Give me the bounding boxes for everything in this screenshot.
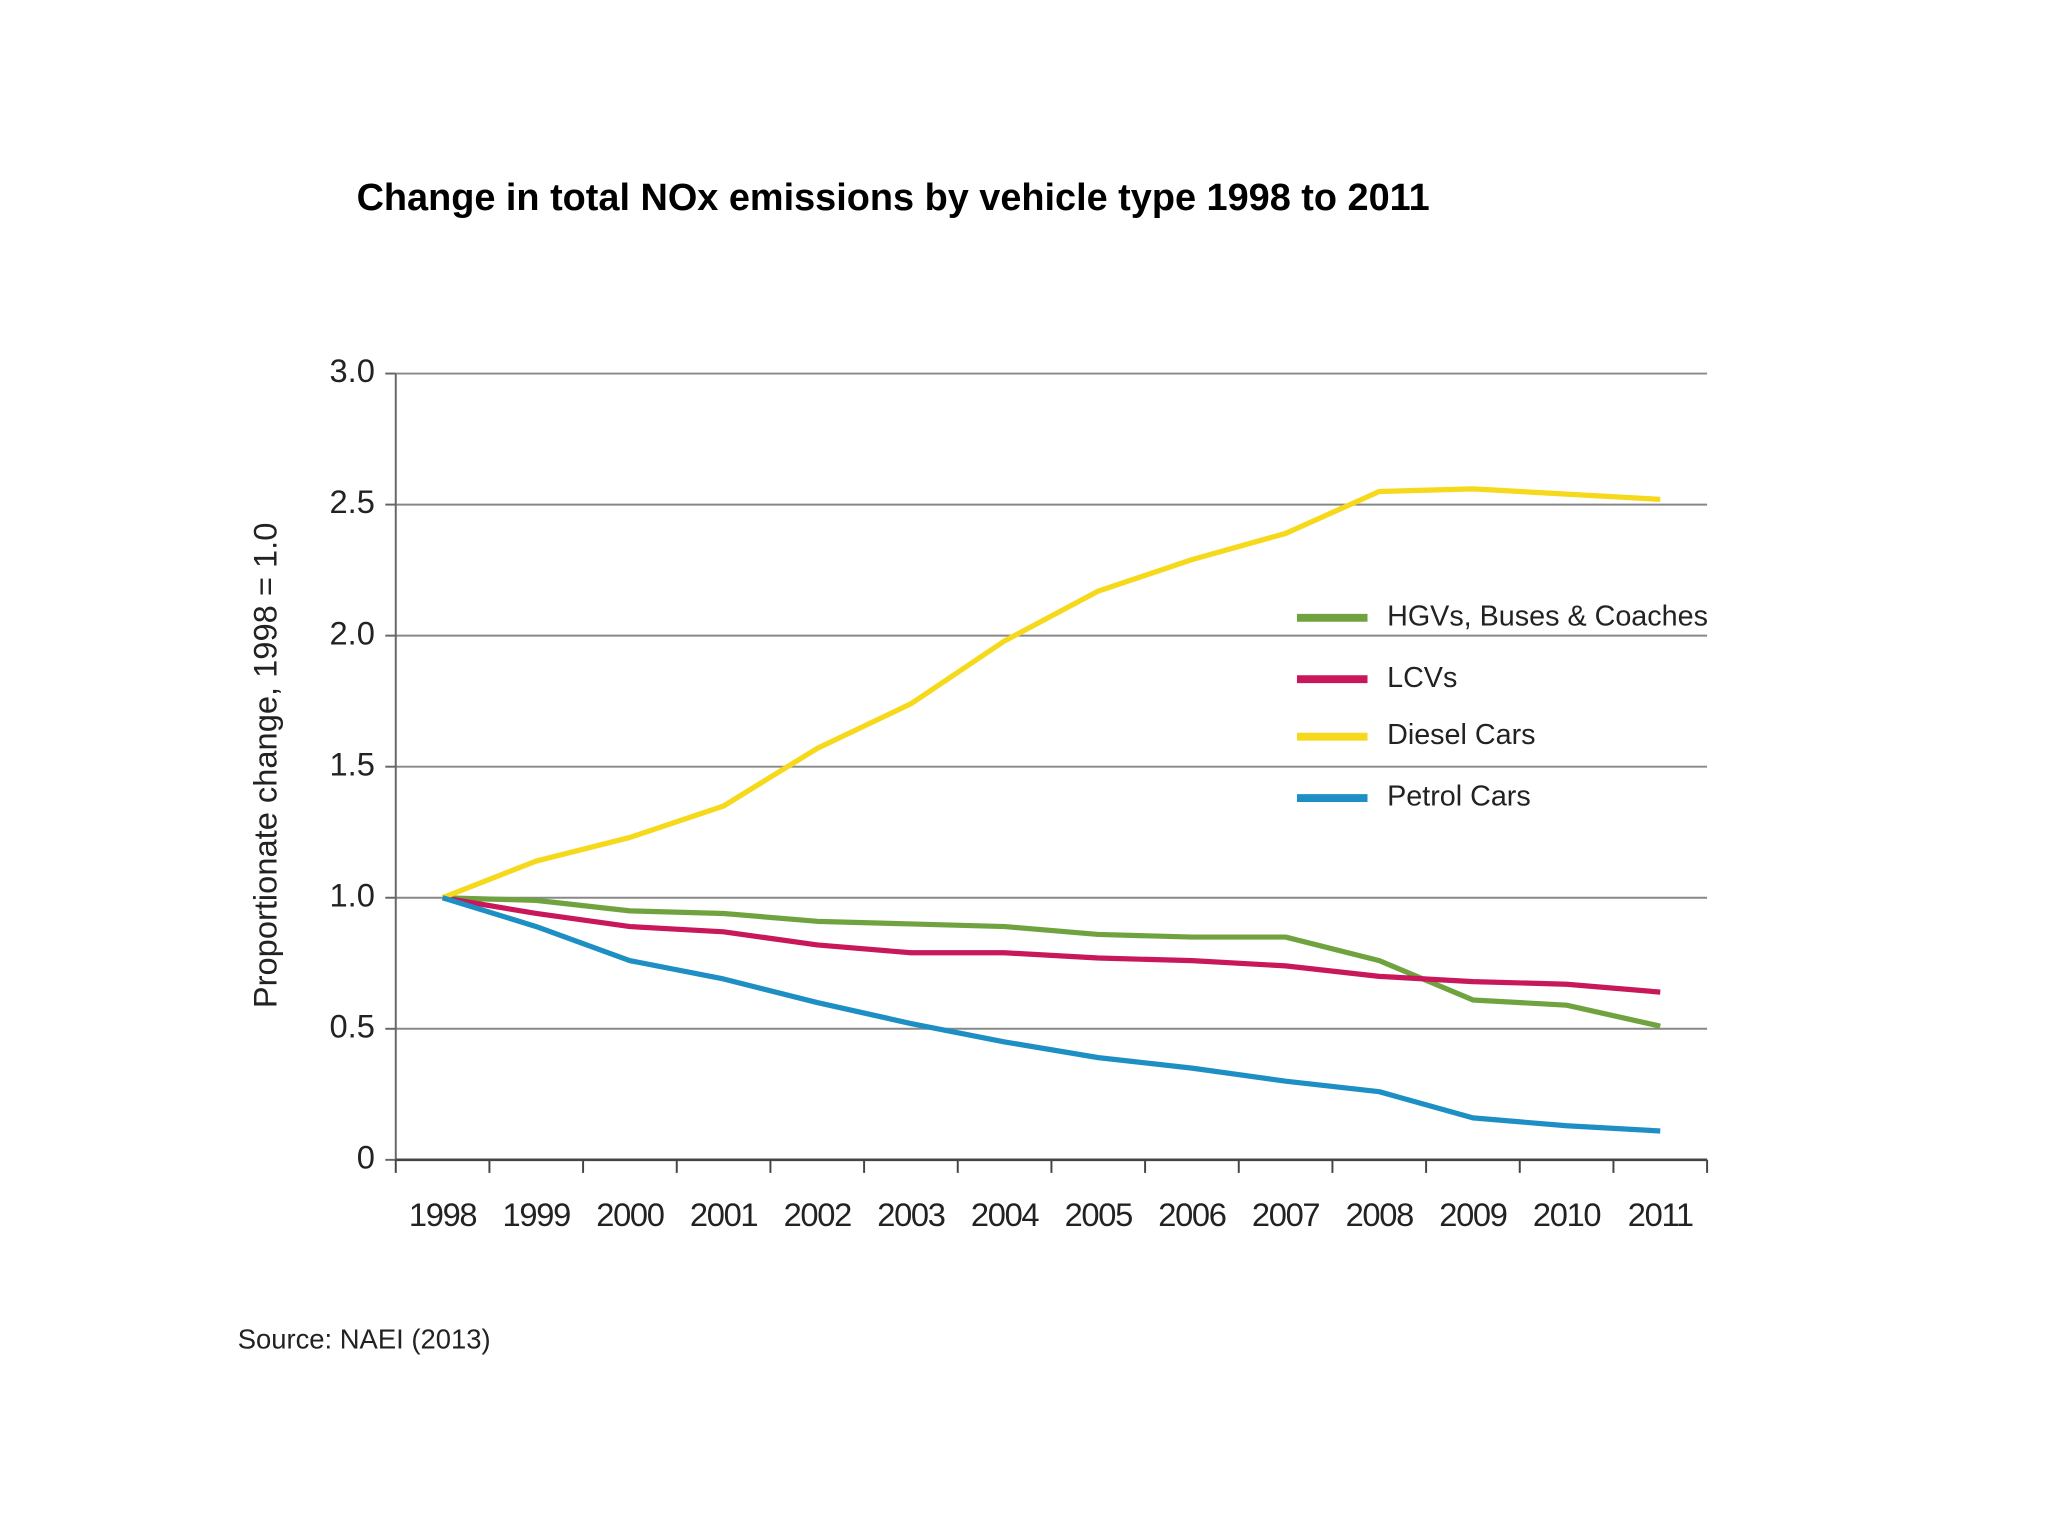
y-tick-label: 0 xyxy=(357,1138,375,1175)
y-tick-label: 1.5 xyxy=(329,745,374,782)
series-line xyxy=(442,895,1661,1029)
y-tick-label: 0.5 xyxy=(329,1007,374,1044)
series-line xyxy=(442,895,1661,995)
x-tick-label: 2004 xyxy=(971,1196,1040,1233)
x-tick-label: 2009 xyxy=(1439,1196,1507,1233)
chart-title: Change in total NOx emissions by vehicle… xyxy=(357,177,1430,219)
x-tick-label: 2006 xyxy=(1158,1196,1226,1233)
x-tick-label: 1998 xyxy=(409,1196,477,1233)
y-tick-label: 1.0 xyxy=(329,876,374,913)
x-tick-label: 2010 xyxy=(1533,1196,1601,1233)
series-line xyxy=(441,486,1661,901)
x-tick-label: 2005 xyxy=(1065,1196,1133,1233)
y-tick-label: 2.5 xyxy=(329,483,374,520)
x-tick-label: 2011 xyxy=(1628,1196,1693,1233)
source: Source: NAEI (2013) xyxy=(238,1324,491,1355)
x-tick-label: 2003 xyxy=(877,1196,945,1233)
x-tick-label: 2000 xyxy=(596,1196,664,1233)
x-tick-label: 2007 xyxy=(1252,1196,1320,1233)
legend-label: Diesel Cars xyxy=(1387,719,1535,751)
x-tick-label: 2002 xyxy=(784,1196,852,1233)
legend-label: Petrol Cars xyxy=(1387,781,1531,813)
series-line xyxy=(441,895,1661,1134)
y-tick-label: 2.0 xyxy=(329,614,374,651)
legend-label: LCVs xyxy=(1387,662,1457,694)
x-tick-label: 1999 xyxy=(503,1196,571,1233)
x-tick-label: 2008 xyxy=(1346,1196,1414,1233)
y-axis-label: Proportionate change, 1998 = 1.0 xyxy=(246,523,283,1008)
y-tick-label: 3.0 xyxy=(329,352,374,389)
x-tick-label: 2001 xyxy=(690,1196,758,1233)
legend-label: HGVs, Buses & Coaches xyxy=(1387,600,1708,632)
